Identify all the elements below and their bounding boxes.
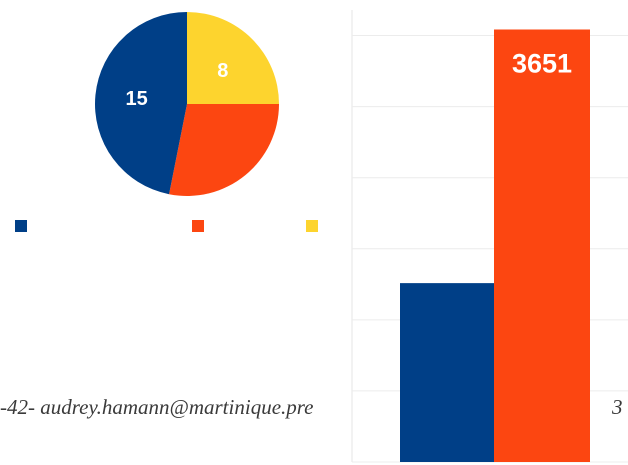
- legend-swatch: [306, 220, 318, 232]
- slice-label: 8: [217, 60, 228, 82]
- legend-swatch: [192, 220, 204, 232]
- slice-label: 15: [126, 88, 148, 110]
- bar: [494, 29, 590, 463]
- pie-slice: [169, 104, 279, 196]
- bar-label: 3651: [512, 49, 572, 79]
- pie-slice: [187, 12, 279, 104]
- footer-text: -42- audrey.hamann@martinique.pre: [0, 395, 313, 419]
- footer-page: 3: [611, 395, 623, 419]
- bar: [400, 283, 496, 462]
- legend-swatch: [15, 220, 27, 232]
- pie-slice: [94, 12, 187, 195]
